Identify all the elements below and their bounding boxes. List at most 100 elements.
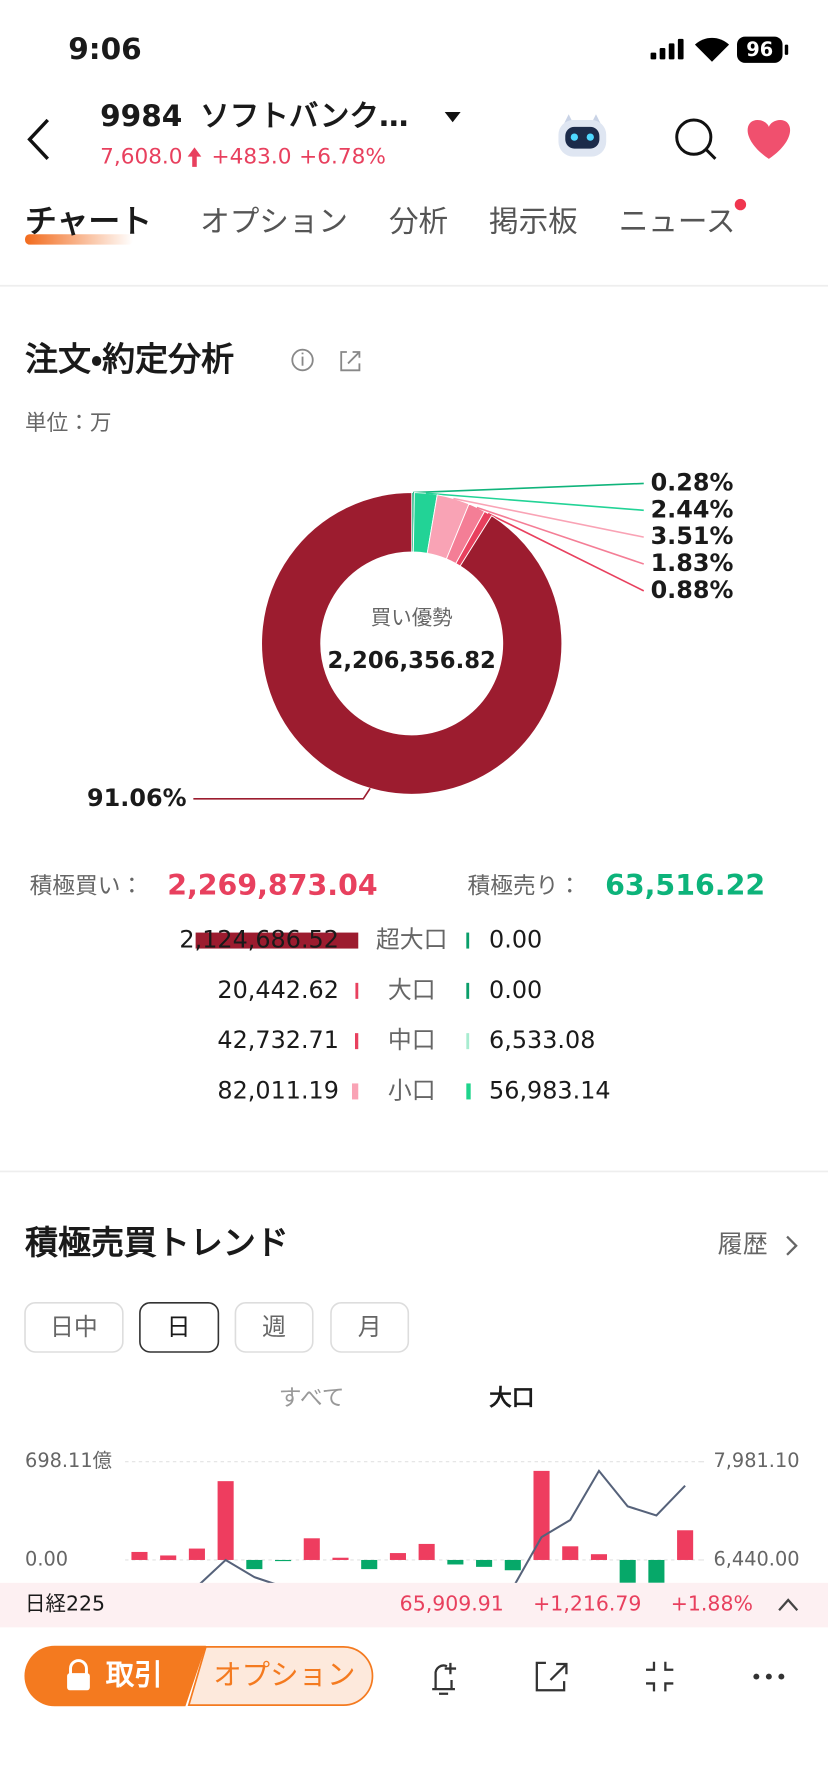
buy-bar [351, 1083, 359, 1100]
leader-line [193, 787, 371, 800]
segment-label: 91.06% [87, 784, 186, 812]
tab[interactable]: チャート [25, 202, 152, 240]
leader-line [453, 497, 644, 538]
bar [619, 1559, 636, 1583]
stock-code: 9984 [100, 98, 182, 133]
period-label: 週 [262, 1313, 286, 1341]
ticker-change: +1,216.79 [533, 1592, 641, 1616]
y2-tick-label: 6,440.00 [713, 1547, 799, 1570]
section-title: 積極売買トレンド [25, 1223, 289, 1262]
bar [476, 1559, 493, 1567]
tab[interactable]: ニュース [619, 203, 736, 238]
y-tick-label: 0.00 [25, 1547, 68, 1570]
back-button[interactable] [27, 118, 50, 161]
buy-value: 20,442.62 [217, 976, 339, 1004]
bar [303, 1538, 320, 1560]
leader-line [476, 506, 645, 565]
bar [677, 1530, 694, 1560]
bar [648, 1559, 665, 1583]
bar [562, 1546, 579, 1560]
period-label: 月 [358, 1313, 382, 1341]
bar [160, 1555, 177, 1560]
shrink-button[interactable] [646, 1661, 674, 1692]
filter-tab[interactable]: 大口 [489, 1385, 534, 1411]
search-button[interactable] [675, 118, 717, 160]
trade-label: 取引 [106, 1659, 163, 1692]
donut-center-label: 買い優勢 [371, 605, 453, 629]
sell-bar [466, 1083, 471, 1100]
leader-line [487, 512, 645, 592]
chevron [786, 1235, 798, 1256]
buy-value: 42,732.71 [217, 1026, 339, 1054]
change: +483.0 [212, 145, 292, 170]
filter-tab[interactable]: すべて [279, 1385, 345, 1411]
battery-icon [737, 36, 783, 63]
share-button[interactable] [340, 351, 361, 372]
segment-label: 0.28% [651, 468, 734, 496]
bar [447, 1559, 464, 1565]
sell-value: 0.00 [489, 926, 542, 954]
assistant-icon[interactable] [558, 114, 607, 157]
sell-label: 積極売り： [467, 873, 581, 899]
period-button[interactable] [330, 1302, 410, 1353]
share-button[interactable] [535, 1661, 568, 1692]
info-button[interactable] [291, 348, 314, 372]
signal-icon [650, 38, 684, 60]
period-button[interactable] [24, 1302, 124, 1353]
buy-value: 2,124,686.52 [179, 926, 339, 954]
flow-chart: 超大口 2,124,686.52 0.00 大口 20,442.62 0.00 中口 42,7… [179, 926, 610, 1105]
bar [332, 1557, 349, 1560]
segment-label: 2.44% [651, 495, 734, 523]
wifi-icon [694, 37, 730, 62]
notification-dot [734, 198, 747, 211]
tab[interactable]: オプション [200, 203, 348, 238]
price: 7,608.0 [100, 145, 182, 170]
option-button[interactable] [187, 1646, 374, 1706]
buy-bar [195, 932, 359, 949]
period-button[interactable] [139, 1302, 220, 1353]
buy-value: 82,011.19 [217, 1076, 339, 1104]
bar [246, 1559, 263, 1570]
up-arrow [187, 147, 202, 167]
trend-chart: 698.11億 0.00 7,981.10 6,440.00 [25, 1449, 800, 1589]
segment-label: 3.51% [651, 522, 734, 550]
buy-bar [354, 1033, 359, 1050]
ticker-change-percent: +1.88% [671, 1592, 753, 1616]
sell-total: 63,516.22 [605, 869, 765, 902]
ticker-bar[interactable] [0, 1582, 828, 1628]
bar [275, 1559, 292, 1562]
expand-icon[interactable] [778, 1598, 799, 1612]
sell-bar [466, 932, 470, 949]
bar [389, 1553, 406, 1560]
tab[interactable]: 掲示板 [489, 203, 578, 238]
period-button[interactable] [234, 1302, 314, 1353]
bar [188, 1548, 205, 1560]
history-link[interactable]: 履歴 [718, 1230, 768, 1259]
category-label: 中口 [388, 1026, 436, 1054]
leader-line [425, 492, 644, 512]
bar [418, 1543, 435, 1560]
tab[interactable]: 分析 [389, 203, 448, 238]
period-label: 日 [167, 1313, 191, 1341]
buy-total: 2,269,873.04 [167, 869, 377, 902]
bar [533, 1470, 550, 1560]
dropdown-icon[interactable] [444, 112, 461, 123]
bar [590, 1554, 608, 1560]
donut-center-value: 2,206,356.82 [328, 648, 496, 674]
alert-button[interactable] [432, 1662, 457, 1695]
line [196, 1469, 686, 1589]
ticker-price: 65,909.91 [400, 1592, 504, 1616]
more-button[interactable] [753, 1673, 785, 1680]
favorite-button[interactable] [747, 120, 791, 159]
trade-button[interactable] [24, 1645, 206, 1707]
change-percent: +6.78% [299, 145, 386, 170]
section-title: 注文・約定分析 [25, 340, 234, 379]
segment-label: 1.83% [651, 549, 734, 577]
stock-name[interactable]: ソフトバンク… [200, 98, 408, 133]
buy-label: 積極買い： [30, 873, 144, 899]
option-label: オプション [213, 1659, 355, 1692]
category-label: 大口 [388, 976, 436, 1004]
clock: 9:06 [68, 31, 142, 66]
